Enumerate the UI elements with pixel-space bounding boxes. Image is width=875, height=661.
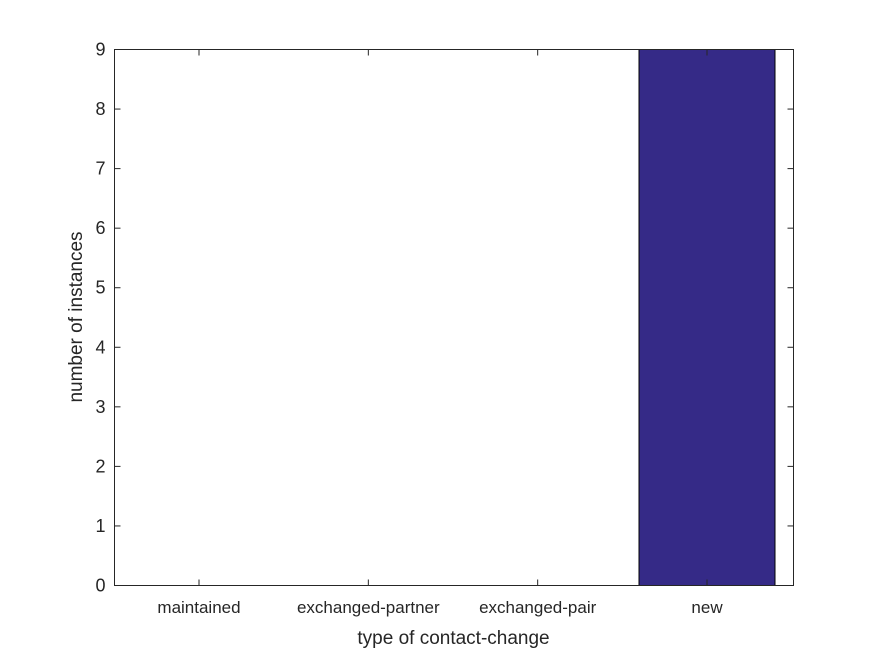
y-tick-label: 1 <box>95 516 105 536</box>
x-tick-label: maintained <box>157 598 240 617</box>
y-tick-label: 4 <box>95 337 105 357</box>
y-tick-label: 8 <box>95 99 105 119</box>
bar-new <box>638 49 776 586</box>
y-tick-label: 0 <box>95 576 105 596</box>
y-axis-label: number of instances <box>66 231 87 402</box>
x-axis-label: type of contact-change <box>357 628 549 649</box>
x-tick-label: new <box>691 598 723 617</box>
y-tick-label: 2 <box>95 456 105 476</box>
y-tick-label: 6 <box>95 218 105 238</box>
y-tick-label: 5 <box>95 278 105 298</box>
x-tick-label: exchanged-pair <box>479 598 597 617</box>
x-tick-label: exchanged-partner <box>297 598 440 617</box>
y-tick-label: 7 <box>95 159 105 179</box>
y-tick-label: 3 <box>95 397 105 417</box>
y-tick-label: 9 <box>95 40 105 60</box>
axes-box <box>114 49 794 586</box>
